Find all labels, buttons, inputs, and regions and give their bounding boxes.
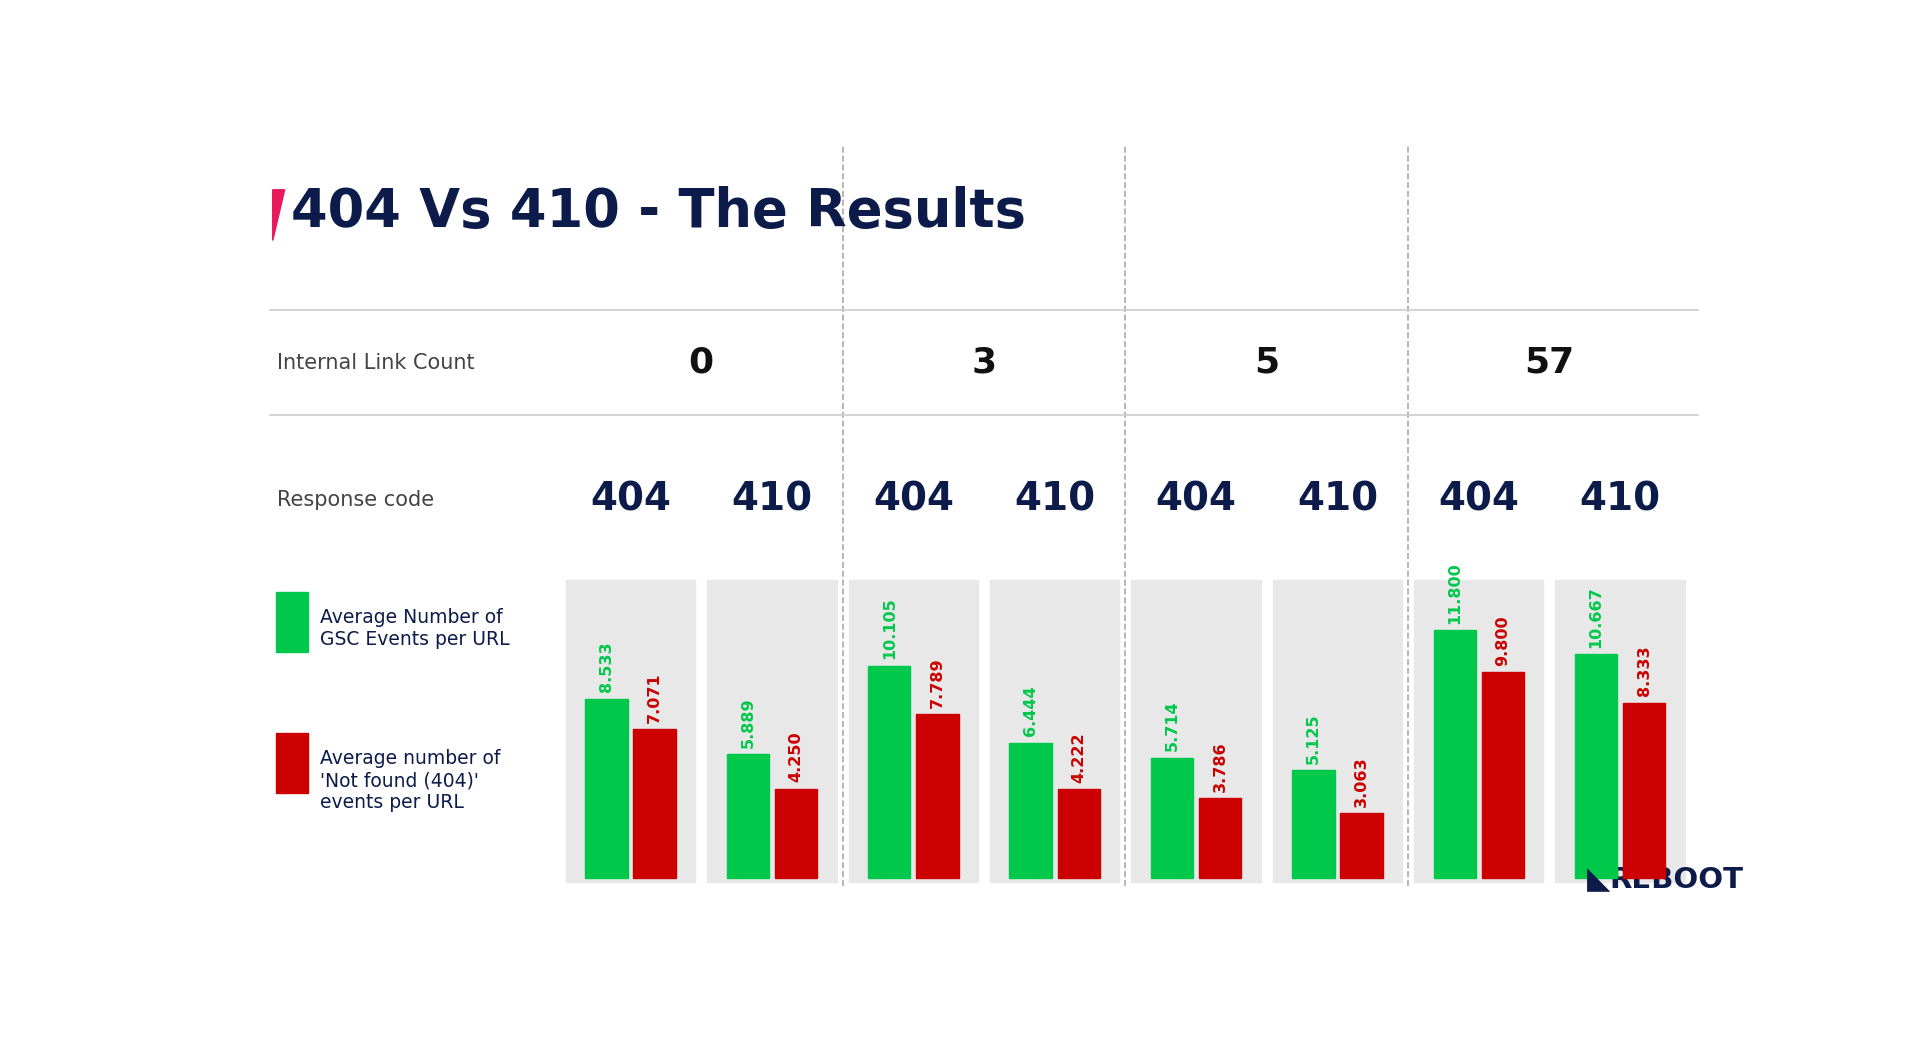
Text: 5.889: 5.889: [741, 697, 755, 748]
Bar: [1574, 654, 1617, 878]
Bar: [1482, 672, 1524, 878]
Bar: [276, 733, 309, 793]
Text: 3: 3: [972, 346, 996, 379]
Bar: [776, 789, 818, 878]
Bar: [1292, 770, 1334, 878]
Bar: [1010, 743, 1052, 878]
Text: 5: 5: [1254, 346, 1279, 379]
Text: 5.714: 5.714: [1165, 701, 1179, 751]
Text: 7.071: 7.071: [647, 672, 662, 723]
Text: 404: 404: [1438, 481, 1519, 518]
Bar: [707, 580, 837, 882]
Bar: [1555, 580, 1686, 882]
Text: Internal Link Count: Internal Link Count: [276, 353, 474, 373]
Bar: [634, 729, 676, 878]
Bar: [991, 580, 1119, 882]
Text: 4.250: 4.250: [789, 732, 803, 782]
Text: 5.125: 5.125: [1306, 713, 1321, 764]
Text: 7.789: 7.789: [929, 657, 945, 707]
Text: 9.800: 9.800: [1496, 616, 1511, 666]
Bar: [586, 699, 628, 878]
Bar: [868, 666, 910, 878]
Text: 10.667: 10.667: [1588, 586, 1603, 648]
Bar: [1131, 580, 1261, 882]
Text: 410: 410: [1580, 481, 1661, 518]
Text: REBOOT: REBOOT: [1609, 866, 1743, 893]
Bar: [1058, 789, 1100, 878]
Text: 404 Vs 410 - The Results: 404 Vs 410 - The Results: [290, 186, 1025, 238]
Text: Average Number of
GSC Events per URL: Average Number of GSC Events per URL: [321, 608, 511, 649]
Bar: [276, 593, 309, 652]
Bar: [1273, 580, 1402, 882]
Text: 8.533: 8.533: [599, 642, 614, 692]
Text: 404: 404: [589, 481, 672, 518]
Text: 10.105: 10.105: [881, 598, 897, 659]
Bar: [1622, 703, 1665, 878]
Text: 8.333: 8.333: [1636, 646, 1651, 697]
Polygon shape: [273, 190, 284, 240]
Text: 410: 410: [732, 481, 812, 518]
Text: 3.063: 3.063: [1354, 757, 1369, 807]
Bar: [566, 580, 695, 882]
Bar: [1198, 798, 1240, 878]
Text: Average number of
'Not found (404)'
events per URL: Average number of 'Not found (404)' even…: [321, 749, 501, 812]
Text: 6.444: 6.444: [1023, 686, 1039, 736]
Bar: [849, 580, 977, 882]
Bar: [1434, 630, 1476, 878]
Text: 3.786: 3.786: [1213, 741, 1227, 792]
Text: 4.222: 4.222: [1071, 733, 1087, 783]
Text: 0: 0: [689, 346, 714, 379]
Bar: [728, 754, 770, 878]
Text: 410: 410: [1014, 481, 1094, 518]
Text: ◣: ◣: [1586, 865, 1611, 893]
Bar: [916, 715, 958, 878]
Bar: [1340, 813, 1382, 878]
Bar: [1413, 580, 1544, 882]
Text: 404: 404: [874, 481, 954, 518]
Text: 11.800: 11.800: [1448, 562, 1463, 624]
Text: 410: 410: [1296, 481, 1379, 518]
Bar: [1150, 758, 1192, 878]
Text: 404: 404: [1156, 481, 1236, 518]
Text: 57: 57: [1524, 346, 1574, 379]
Text: Response code: Response code: [276, 489, 434, 510]
